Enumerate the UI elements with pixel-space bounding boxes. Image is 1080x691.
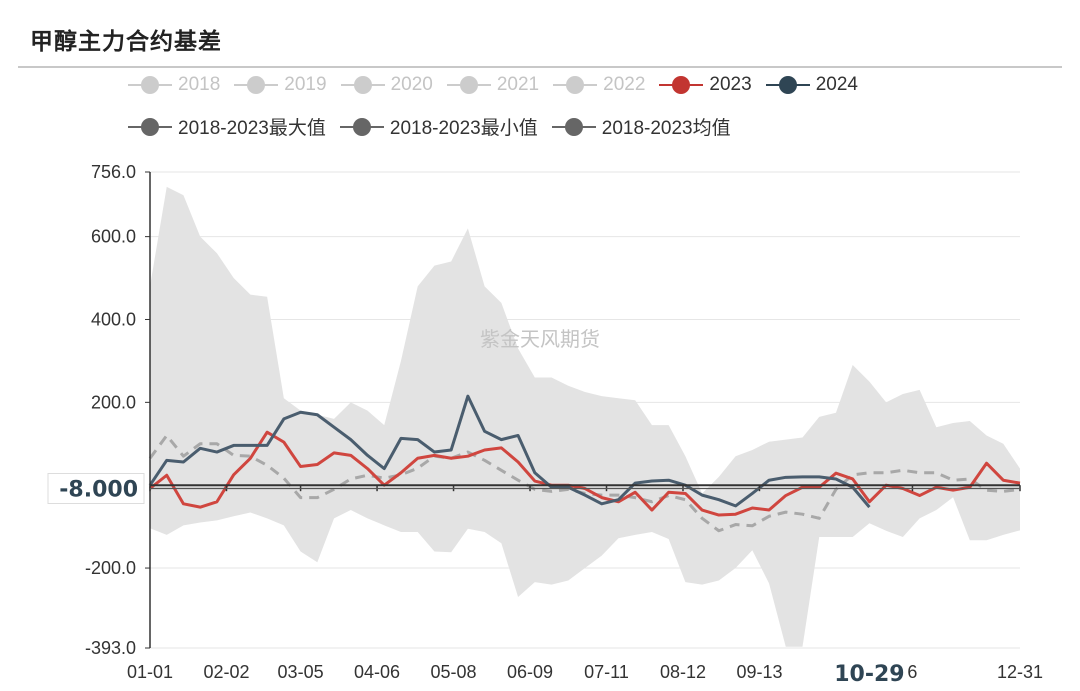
legend-marker-icon xyxy=(340,75,385,95)
x-tick-label: 12-31 xyxy=(997,662,1043,682)
legend-marker-icon xyxy=(128,75,172,95)
legend-marker-icon xyxy=(551,117,596,137)
legend-row: 2018 2019 2020 2021 2022 2023 2024 xyxy=(128,74,858,96)
legend-label: 2018-2023最大值 xyxy=(178,118,326,139)
legend-item-2018-2023均值[interactable]: 2018-2023均值 xyxy=(551,113,731,140)
legend-row: 2018-2023最大值 2018-2023最小值 2018-2023均值 xyxy=(128,113,731,140)
legend-item-2018-2023最大值[interactable]: 2018-2023最大值 xyxy=(128,113,326,140)
legend-item-2023[interactable]: 2023 xyxy=(659,74,752,96)
pointer-x-label: 10-29 xyxy=(834,662,904,687)
y-tick-label: -200.0 xyxy=(85,558,136,578)
y-tick-label: 756.0 xyxy=(91,162,136,182)
x-tick-label: 01-01 xyxy=(127,662,173,682)
min-max-range-band xyxy=(150,186,1020,647)
y-tick-label: -393.0 xyxy=(85,638,136,658)
pointer-y-label-box xyxy=(47,473,145,505)
series-line-2024 xyxy=(148,394,871,509)
legend-marker-icon xyxy=(553,75,598,95)
legend-label: 2021 xyxy=(496,74,540,95)
legend-label: 2023 xyxy=(709,74,752,95)
x-tick-label: 04-06 xyxy=(354,662,400,682)
x-tick-label: 03-05 xyxy=(278,662,324,682)
legend-label: 2018-2023最小值 xyxy=(389,118,538,139)
legend-marker-icon xyxy=(234,75,279,95)
x-tick-label: 05-08 xyxy=(431,662,477,682)
legend-marker-icon xyxy=(339,117,384,137)
title-divider xyxy=(18,66,1062,68)
legend-marker-icon xyxy=(659,75,704,95)
legend-item-2020[interactable]: 2020 xyxy=(340,74,433,96)
x-tick-label: 07-11 xyxy=(584,662,629,682)
legend-label: 2024 xyxy=(815,74,858,95)
legend-label: 2018-2023均值 xyxy=(601,118,731,139)
x-tick-label: 08-12 xyxy=(660,662,706,682)
legend-item-2024[interactable]: 2024 xyxy=(765,74,858,96)
x-tick-label: 02-02 xyxy=(203,662,249,682)
legend-marker-icon xyxy=(765,75,810,95)
legend-item-2018[interactable]: 2018 xyxy=(128,74,220,96)
pointer-y-label: -8.000 xyxy=(59,478,138,503)
x-tick-label: 06-09 xyxy=(507,662,553,682)
pointer-x-label-box xyxy=(831,656,908,688)
x-tick-label: 09-13 xyxy=(736,662,782,682)
legend-item-2021[interactable]: 2021 xyxy=(446,74,540,96)
watermark: 紫金天风期货 xyxy=(480,327,600,351)
legend-label: 2022 xyxy=(603,74,646,95)
y-tick-label: 600.0 xyxy=(91,227,136,247)
legend-marker-icon xyxy=(128,117,172,137)
legend-item-2019[interactable]: 2019 xyxy=(234,74,327,96)
legend-item-2022[interactable]: 2022 xyxy=(553,74,645,96)
x-tick-label: 6 xyxy=(907,662,917,682)
legend-label: 2018 xyxy=(178,74,221,95)
legend-label: 2019 xyxy=(284,74,327,95)
y-tick-label: 400.0 xyxy=(91,309,136,329)
page-title: 甲醇主力合约基差 xyxy=(30,29,222,55)
legend-item-2018-2023最小值[interactable]: 2018-2023最小值 xyxy=(339,113,538,140)
legend-marker-icon xyxy=(446,75,491,95)
legend-label: 2020 xyxy=(390,74,433,95)
y-tick-label: 200.0 xyxy=(91,392,136,412)
